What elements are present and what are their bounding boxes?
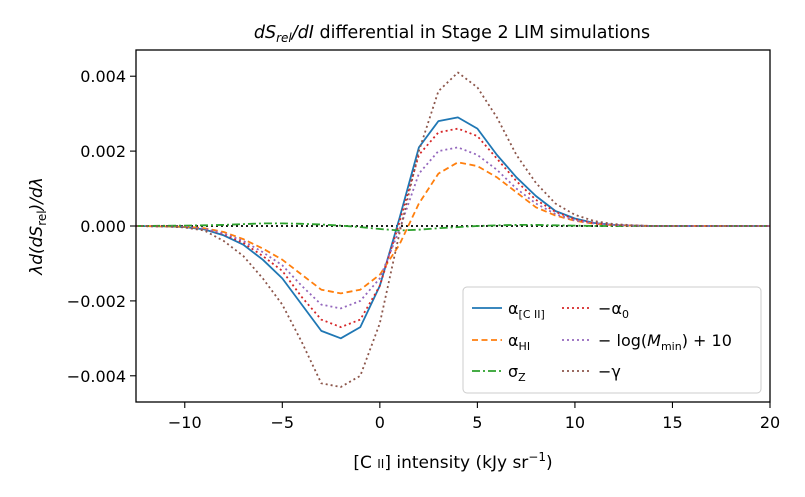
y-tick-label: 0.002	[80, 142, 126, 161]
legend-label-4: −α0	[598, 299, 629, 321]
plot-area	[135, 71, 770, 388]
chart-title: dSrel/dI differential in Stage 2 LIM sim…	[254, 23, 650, 45]
y-tick-label: −0.004	[67, 367, 126, 386]
x-axis-label: [C II] intensity (kJy sr−1)	[353, 450, 552, 473]
legend-label-3: σZ	[508, 362, 526, 384]
legend-box	[462, 286, 762, 394]
x-tick-label: 20	[760, 413, 780, 432]
x-tick-label: 15	[662, 413, 682, 432]
legend-label-2: αHI	[508, 331, 530, 353]
series-line-3	[135, 222, 770, 232]
axis-ticks: −10 −5 0 5 10 15 20 −0.004 −0.002 0.000 0.002 0.004	[67, 67, 780, 432]
x-tick-label: 10	[565, 413, 585, 432]
series-line-5	[135, 146, 770, 310]
legend-label-6: −γ	[598, 362, 621, 381]
y-tick-label: −0.002	[67, 292, 126, 311]
x-tick-label: −5	[271, 413, 295, 432]
x-tick-label: 0	[375, 413, 385, 432]
y-axis-label: λd(dSrel)/dλ	[27, 177, 49, 276]
legend: α[C II] αHI σZ −α0 − log(Mmin) + 10 −γ	[462, 286, 762, 394]
x-tick-label: 5	[472, 413, 482, 432]
legend-label-1: α[C II]	[508, 299, 545, 321]
series-line-2	[135, 161, 770, 295]
y-tick-label: 0.004	[80, 67, 126, 86]
series-line-6	[135, 71, 770, 388]
y-tick-label: 0.000	[80, 217, 126, 236]
x-tick-label: −10	[168, 413, 202, 432]
legend-label-5: − log(Mmin) + 10	[598, 331, 732, 353]
